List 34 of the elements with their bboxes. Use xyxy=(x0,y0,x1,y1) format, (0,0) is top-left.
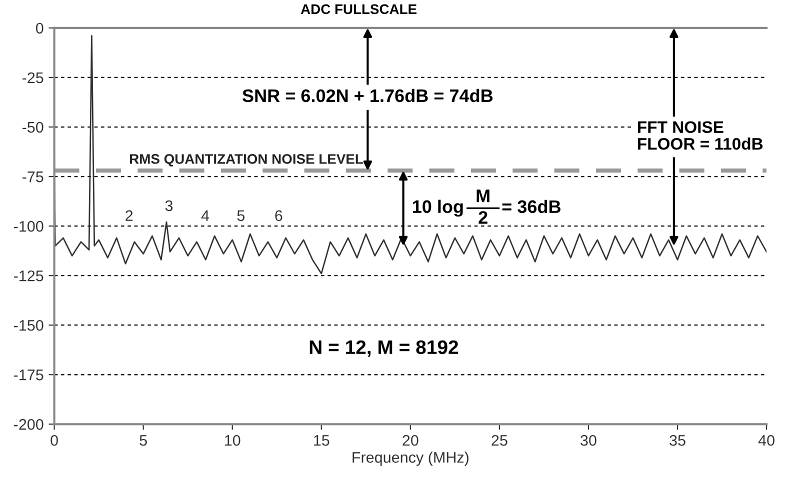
annotation: 3 xyxy=(165,200,173,212)
y-tick-label: 0 xyxy=(36,22,44,34)
annotation: 2 xyxy=(478,211,488,224)
annotation: 10 log xyxy=(412,200,463,217)
x-tick-label: 5 xyxy=(140,435,147,446)
y-tick-label: -150 xyxy=(14,320,44,331)
line-series xyxy=(54,35,767,274)
x-tick-label: 30 xyxy=(580,434,596,446)
annotation: FFT NOISE FLOOR = 110dB xyxy=(638,121,763,150)
annotation: SNR = 6.02N + 1.76dB = 74dB xyxy=(242,88,493,102)
x-tick-label: 25 xyxy=(492,434,508,446)
annotation: N = 12, M = 8192 xyxy=(310,340,458,357)
y-tick-label: -175 xyxy=(14,370,44,380)
annotation: M xyxy=(476,190,490,202)
x-tick-label: 10 xyxy=(225,434,240,446)
annotation: = 36dB xyxy=(502,200,560,214)
x-tick-label: 20 xyxy=(402,434,418,446)
annotation: 2 xyxy=(126,210,133,221)
y-tick-label: -200 xyxy=(14,419,44,430)
x-tick-label: 35 xyxy=(670,434,686,446)
annotation: 5 xyxy=(237,210,245,222)
ref-line-label: RMS QUANTIZATION NOISE LEVEL xyxy=(130,154,363,166)
x-axis-title: Frequency (MHz) xyxy=(352,452,468,466)
y-tick-label: -50 xyxy=(22,122,44,133)
y-tick-label: -100 xyxy=(14,220,44,232)
annotation: 6 xyxy=(275,210,282,222)
x-tick-label: 0 xyxy=(50,434,58,446)
x-tick-label: 40 xyxy=(758,434,774,446)
x-tick-label: 15 xyxy=(314,435,330,446)
y-tick-label: -25 xyxy=(22,72,44,84)
text: ADC FULLSCALE xyxy=(300,4,416,14)
y-tick-label: -125 xyxy=(14,270,44,282)
y-tick-label: -75 xyxy=(22,172,44,182)
annotation: 4 xyxy=(201,210,210,221)
